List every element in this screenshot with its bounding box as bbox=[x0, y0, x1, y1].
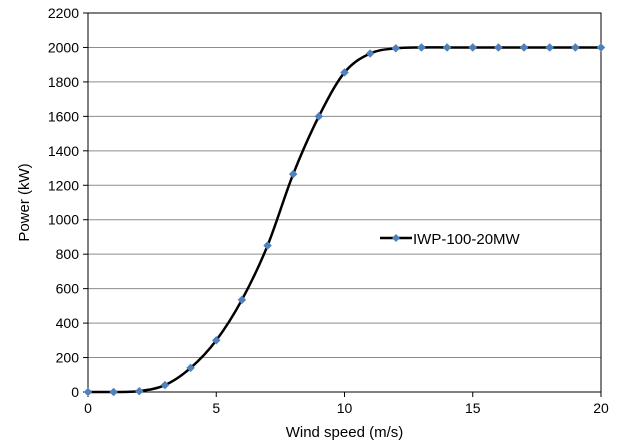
data-point-marker bbox=[134, 386, 144, 396]
y-tick-label: 2000 bbox=[48, 39, 79, 55]
data-point-marker bbox=[314, 112, 324, 121]
axis-ticks: 0200400600800100012001400160018002000220… bbox=[48, 5, 609, 416]
series-layer bbox=[83, 43, 606, 397]
y-tick-label: 200 bbox=[56, 350, 80, 366]
y-tick-label: 0 bbox=[71, 384, 79, 400]
legend: IWP-100-20MW bbox=[380, 231, 521, 248]
data-point-marker bbox=[263, 241, 272, 250]
x-tick-label: 15 bbox=[465, 400, 481, 416]
y-axis-title: Power (kW) bbox=[16, 163, 33, 241]
data-point-marker bbox=[494, 43, 503, 52]
data-point-marker bbox=[468, 43, 478, 52]
x-tick-label: 10 bbox=[337, 400, 353, 416]
y-tick-label: 600 bbox=[56, 281, 80, 297]
y-tick-label: 400 bbox=[56, 315, 80, 331]
data-point-marker bbox=[109, 387, 119, 397]
y-tick-label: 1000 bbox=[48, 212, 79, 228]
data-point-marker bbox=[442, 43, 452, 52]
y-tick-label: 1600 bbox=[48, 108, 79, 124]
x-axis-title: Wind speed (m/s) bbox=[286, 424, 404, 441]
data-point-marker bbox=[545, 43, 555, 52]
legend-label: IWP-100-20MW bbox=[413, 231, 521, 248]
data-point-marker bbox=[83, 387, 93, 397]
data-point-marker bbox=[417, 43, 426, 52]
data-point-marker bbox=[519, 43, 529, 52]
data-point-marker bbox=[365, 49, 375, 58]
x-tick-label: 20 bbox=[593, 400, 609, 416]
data-point-marker bbox=[570, 43, 580, 52]
legend-marker bbox=[392, 234, 400, 242]
y-tick-label: 1400 bbox=[48, 143, 79, 159]
data-point-marker bbox=[237, 295, 247, 305]
data-point-marker bbox=[596, 43, 606, 52]
x-tick-label: 0 bbox=[84, 400, 92, 416]
data-point-marker bbox=[160, 380, 170, 390]
y-tick-label: 1800 bbox=[48, 74, 79, 90]
data-point-marker bbox=[340, 68, 349, 77]
y-tick-label: 1200 bbox=[48, 177, 79, 193]
data-point-marker bbox=[288, 169, 298, 179]
data-point-marker bbox=[211, 335, 221, 345]
x-tick-label: 5 bbox=[212, 400, 220, 416]
y-tick-label: 800 bbox=[56, 246, 80, 262]
grid-lines bbox=[88, 46, 601, 359]
y-tick-label: 2200 bbox=[48, 5, 79, 21]
data-point-marker bbox=[391, 43, 401, 53]
data-point-marker bbox=[186, 363, 195, 373]
